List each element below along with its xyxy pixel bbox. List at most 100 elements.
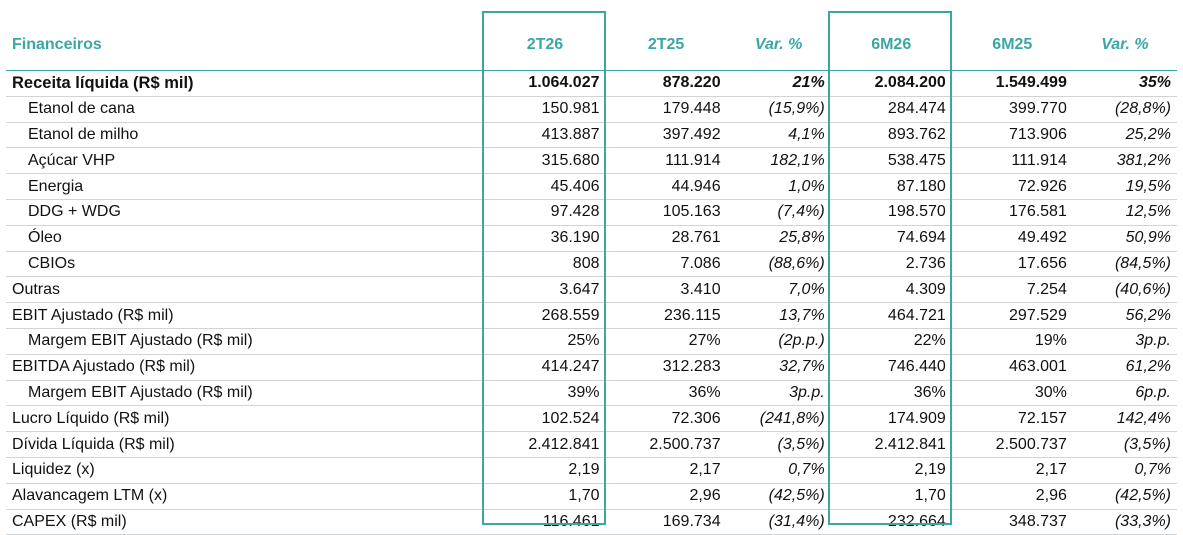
cell-var-semester: 12,5% — [1072, 199, 1177, 226]
cell-6m25: 2.500.737 — [951, 431, 1073, 458]
table-row-etanol-milho: Etanol de milho 413.887 397.492 4,1% 893… — [6, 122, 1177, 149]
cell-2t25: 2.500.737 — [605, 431, 727, 458]
cell-2t25: 28.761 — [605, 225, 727, 252]
row-label: DDG + WDG — [6, 199, 485, 226]
cell-2t25: 2,17 — [605, 457, 727, 484]
cell-2t26: 39% — [484, 380, 606, 407]
row-label: Outras — [6, 276, 485, 304]
table-row-etanol-cana: Etanol de cana 150.981 179.448 (15,9%) 2… — [6, 96, 1177, 123]
row-label: CAPEX (R$ mil) — [6, 509, 485, 535]
table-row-outras: Outras 3.647 3.410 7,0% 4.309 7.254 (40,… — [6, 276, 1177, 304]
cell-6m25: 348.737 — [951, 509, 1073, 535]
table-row-ebitda-ajustado: EBITDA Ajustado (R$ mil) 414.247 312.283… — [6, 354, 1177, 381]
row-label: EBIT Ajustado (R$ mil) — [6, 302, 485, 329]
table-row-energia: Energia 45.406 44.946 1,0% 87.180 72.926… — [6, 173, 1177, 200]
cell-6m25: 7.254 — [951, 276, 1073, 304]
header-2t25: 2T25 — [605, 20, 727, 71]
cell-2t25: 3.410 — [605, 276, 727, 304]
row-label: Lucro Líquido (R$ mil) — [6, 405, 485, 433]
header-row: Financeiros 2T26 2T25 Var. % 6M26 6M25 V… — [6, 20, 1177, 71]
cell-var-quarter: (31,4%) — [726, 509, 831, 535]
cell-var-quarter: 25,8% — [726, 225, 831, 252]
table-row-ebit-ajustado: EBIT Ajustado (R$ mil) 268.559 236.115 1… — [6, 302, 1177, 329]
header-6m26: 6M26 — [830, 20, 952, 71]
cell-2t25: 179.448 — [605, 96, 727, 123]
cell-2t25: 111.914 — [605, 147, 727, 175]
cell-6m26: 4.309 — [830, 276, 952, 304]
cell-2t26: 2.412.841 — [484, 431, 606, 458]
cell-2t25: 878.220 — [605, 70, 727, 97]
table-row-acucar-vhp: Açúcar VHP 315.680 111.914 182,1% 538.47… — [6, 147, 1177, 175]
cell-2t25: 36% — [605, 380, 727, 407]
cell-6m26: 1,70 — [830, 483, 952, 510]
header-label: Financeiros — [6, 20, 485, 71]
table-row-ddg-wdg: DDG + WDG 97.428 105.163 (7,4%) 198.570 … — [6, 199, 1177, 226]
cell-6m26: 198.570 — [830, 199, 952, 226]
cell-2t26: 315.680 — [484, 147, 606, 175]
cell-var-quarter: (241,8%) — [726, 405, 831, 433]
cell-6m25: 19% — [951, 328, 1073, 355]
table-row-receita-liquida: Receita líquida (R$ mil) 1.064.027 878.2… — [6, 70, 1177, 97]
cell-var-quarter: (88,6%) — [726, 251, 831, 278]
cell-2t26: 2,19 — [484, 457, 606, 484]
cell-6m26: 232.664 — [830, 509, 952, 535]
cell-2t26: 36.190 — [484, 225, 606, 252]
cell-2t26: 268.559 — [484, 302, 606, 329]
cell-2t26: 413.887 — [484, 122, 606, 149]
table-row-oleo: Óleo 36.190 28.761 25,8% 74.694 49.492 5… — [6, 225, 1177, 252]
cell-var-semester: 25,2% — [1072, 122, 1177, 149]
cell-2t26: 808 — [484, 251, 606, 278]
cell-2t25: 44.946 — [605, 173, 727, 200]
cell-2t26: 150.981 — [484, 96, 606, 123]
row-label: Margem EBIT Ajustado (R$ mil) — [6, 380, 485, 407]
cell-var-semester: (84,5%) — [1072, 251, 1177, 278]
cell-6m25: 2,96 — [951, 483, 1073, 510]
cell-2t25: 72.306 — [605, 405, 727, 433]
cell-2t25: 7.086 — [605, 251, 727, 278]
cell-var-semester: 50,9% — [1072, 225, 1177, 252]
cell-2t25: 397.492 — [605, 122, 727, 149]
cell-2t25: 312.283 — [605, 354, 727, 381]
row-label: Liquidez (x) — [6, 457, 485, 484]
cell-6m26: 2,19 — [830, 457, 952, 484]
cell-2t26: 414.247 — [484, 354, 606, 381]
table-row-liquidez: Liquidez (x) 2,19 2,17 0,7% 2,19 2,17 0,… — [6, 457, 1177, 484]
row-label: Margem EBIT Ajustado (R$ mil) — [6, 328, 485, 355]
cell-6m26: 2.412.841 — [830, 431, 952, 458]
row-label: Etanol de cana — [6, 96, 485, 123]
cell-6m25: 72.157 — [951, 405, 1073, 433]
row-label: CBIOs — [6, 251, 485, 278]
row-label: Alavancagem LTM (x) — [6, 483, 485, 510]
cell-2t26: 97.428 — [484, 199, 606, 226]
cell-var-quarter: (2p.p.) — [726, 328, 831, 355]
table-row-cbios: CBIOs 808 7.086 (88,6%) 2.736 17.656 (84… — [6, 251, 1177, 278]
cell-var-quarter: (42,5%) — [726, 483, 831, 510]
cell-2t26: 116.461 — [484, 509, 606, 535]
cell-var-semester: 61,2% — [1072, 354, 1177, 381]
cell-6m26: 746.440 — [830, 354, 952, 381]
cell-2t25: 2,96 — [605, 483, 727, 510]
cell-6m26: 22% — [830, 328, 952, 355]
header-var-semester: Var. % — [1072, 20, 1177, 71]
cell-2t25: 169.734 — [605, 509, 727, 535]
cell-var-quarter: 182,1% — [726, 147, 831, 175]
cell-var-semester: (40,6%) — [1072, 276, 1177, 304]
cell-var-semester: (28,8%) — [1072, 96, 1177, 123]
cell-var-quarter: 0,7% — [726, 457, 831, 484]
cell-var-semester: 142,4% — [1072, 405, 1177, 433]
cell-6m26: 174.909 — [830, 405, 952, 433]
cell-2t26: 1,70 — [484, 483, 606, 510]
cell-6m25: 297.529 — [951, 302, 1073, 329]
table-row-alavancagem: Alavancagem LTM (x) 1,70 2,96 (42,5%) 1,… — [6, 483, 1177, 510]
cell-var-semester: 381,2% — [1072, 147, 1177, 175]
cell-6m25: 399.770 — [951, 96, 1073, 123]
cell-var-semester: (42,5%) — [1072, 483, 1177, 510]
cell-var-quarter: 13,7% — [726, 302, 831, 329]
cell-var-semester: (33,3%) — [1072, 509, 1177, 535]
cell-6m26: 538.475 — [830, 147, 952, 175]
cell-6m26: 2.736 — [830, 251, 952, 278]
cell-var-semester: 19,5% — [1072, 173, 1177, 200]
cell-var-quarter: 3p.p. — [726, 380, 831, 407]
cell-var-semester: 3p.p. — [1072, 328, 1177, 355]
table-row-margem-ebitda: Margem EBIT Ajustado (R$ mil) 39% 36% 3p… — [6, 380, 1177, 407]
